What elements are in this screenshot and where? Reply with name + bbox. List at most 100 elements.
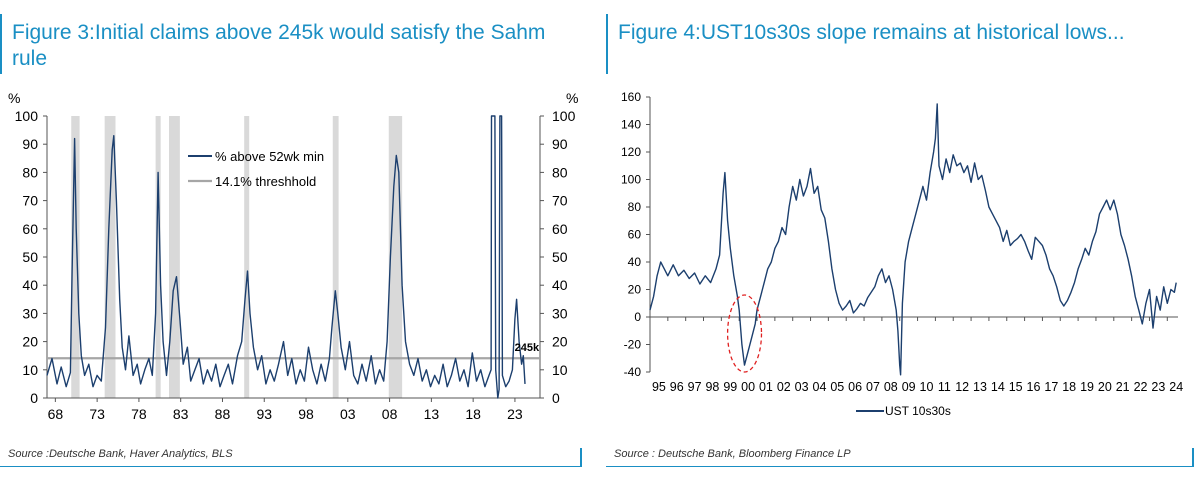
title-accent-bar bbox=[0, 14, 2, 74]
x-tick-label-21: 21 bbox=[1116, 380, 1130, 394]
legend-label-series: % above 52wk min bbox=[215, 149, 324, 164]
y-tick-label-left-60: 60 bbox=[22, 221, 38, 237]
x-tick-label-78: 78 bbox=[131, 406, 147, 422]
y-tick-label-right-80: 80 bbox=[552, 164, 568, 180]
x-tick-label-16: 16 bbox=[1027, 380, 1041, 394]
x-tick-label-08: 08 bbox=[382, 406, 398, 422]
x-tick-label-23: 23 bbox=[507, 406, 523, 422]
y-tick-label-left-70: 70 bbox=[22, 193, 38, 209]
y-tick-label--20: -20 bbox=[624, 338, 642, 352]
y-unit-right: % bbox=[566, 90, 578, 106]
y-tick-label-20: 20 bbox=[628, 283, 642, 297]
x-tick-label-98: 98 bbox=[298, 406, 314, 422]
y-tick-label-left-100: 100 bbox=[15, 108, 39, 124]
y-tick-label-80: 80 bbox=[628, 200, 642, 214]
x-tick-label-05: 05 bbox=[830, 380, 844, 394]
figure-4-bottom-tick bbox=[1192, 448, 1194, 467]
series-line-ust-10s30s bbox=[649, 103, 1177, 376]
recession-band-0 bbox=[71, 116, 80, 398]
series-line-pct-above-52wk-min bbox=[46, 115, 526, 399]
x-tick-label-22: 22 bbox=[1134, 380, 1148, 394]
x-tick-label-99: 99 bbox=[723, 380, 737, 394]
y-tick-label-left-0: 0 bbox=[30, 390, 38, 406]
figure-4-title: Figure 4:UST10s30s slope remains at hist… bbox=[618, 21, 1125, 44]
y-tick-label-100: 100 bbox=[621, 173, 641, 187]
x-tick-label-07: 07 bbox=[866, 380, 880, 394]
figure-3-source: Source :Deutsche Bank, Haver Analytics, … bbox=[8, 448, 233, 460]
y-tick-label-left-40: 40 bbox=[22, 277, 38, 293]
x-tick-label-24: 24 bbox=[1169, 380, 1183, 394]
y-tick-label-right-0: 0 bbox=[552, 390, 560, 406]
figure-4-panel: Figure 4:UST10s30s slope remains at hist… bbox=[606, 0, 1198, 480]
x-tick-label-10: 10 bbox=[920, 380, 934, 394]
x-tick-label-15: 15 bbox=[1009, 380, 1023, 394]
figure-3-bottom-tick bbox=[580, 448, 582, 467]
x-tick-label-06: 06 bbox=[848, 380, 862, 394]
y-tick-label-right-10: 10 bbox=[552, 362, 568, 378]
x-tick-label-97: 97 bbox=[688, 380, 702, 394]
y-tick-label-140: 140 bbox=[621, 118, 641, 132]
x-tick-label-13: 13 bbox=[973, 380, 987, 394]
recession-band-5 bbox=[332, 116, 339, 398]
y-tick-label-left-10: 10 bbox=[22, 362, 38, 378]
x-tick-label-68: 68 bbox=[48, 406, 64, 422]
x-tick-label-96: 96 bbox=[670, 380, 684, 394]
y-tick-label-left-50: 50 bbox=[22, 249, 38, 265]
initial-claims-chart: 0 0 10 10 20 20 30 30 40 40 50 50 60 60 70 70 80 80 90 90 10… bbox=[8, 90, 578, 422]
y-tick-label-right-90: 90 bbox=[552, 136, 568, 152]
legend-label-series: UST 10s30s bbox=[885, 404, 951, 418]
x-tick-label-18: 18 bbox=[1062, 380, 1076, 394]
y-tick-label-right-40: 40 bbox=[552, 277, 568, 293]
recession-band-2 bbox=[155, 116, 161, 398]
y-tick-label-0: 0 bbox=[634, 310, 641, 324]
y-tick-label-right-60: 60 bbox=[552, 221, 568, 237]
figure-4-source: Source : Deutsche Bank, Bloomberg Financ… bbox=[614, 448, 851, 460]
y-tick-label-right-50: 50 bbox=[552, 249, 568, 265]
y-tick-label-160: 160 bbox=[621, 90, 641, 104]
x-tick-label-98: 98 bbox=[705, 380, 719, 394]
x-tick-label-13: 13 bbox=[424, 406, 440, 422]
y-unit-left: % bbox=[8, 90, 20, 106]
x-tick-label-03: 03 bbox=[340, 406, 356, 422]
figure-3-panel: Figure 3:Initial claims above 245k would… bbox=[0, 0, 590, 480]
x-tick-label-00: 00 bbox=[741, 380, 755, 394]
x-tick-label-19: 19 bbox=[1080, 380, 1094, 394]
x-tick-label-20: 20 bbox=[1098, 380, 1112, 394]
x-tick-label-01: 01 bbox=[759, 380, 773, 394]
x-tick-label-83: 83 bbox=[173, 406, 189, 422]
x-tick-label-95: 95 bbox=[652, 380, 666, 394]
annotation-245k: 245k bbox=[515, 342, 540, 354]
y-tick-label-60: 60 bbox=[628, 228, 642, 242]
x-tick-label-11: 11 bbox=[938, 380, 951, 394]
y-tick-label-40: 40 bbox=[628, 255, 642, 269]
highlight-circle bbox=[726, 294, 763, 373]
y-tick-label-left-80: 80 bbox=[22, 164, 38, 180]
recession-band-4 bbox=[244, 116, 250, 398]
figure-3-title: Figure 3:Initial claims above 245k would… bbox=[12, 21, 546, 70]
y-tick-label--40: -40 bbox=[624, 365, 642, 379]
y-tick-label-right-100: 100 bbox=[552, 108, 576, 124]
x-tick-label-73: 73 bbox=[89, 406, 105, 422]
y-tick-label-left-30: 30 bbox=[22, 305, 38, 321]
x-tick-label-23: 23 bbox=[1151, 380, 1165, 394]
x-tick-label-03: 03 bbox=[795, 380, 809, 394]
y-tick-label-120: 120 bbox=[621, 145, 641, 159]
legend-label-threshold: 14.1% threshhold bbox=[215, 174, 316, 189]
recession-band-1 bbox=[104, 116, 116, 398]
x-tick-label-93: 93 bbox=[256, 406, 272, 422]
x-tick-label-04: 04 bbox=[813, 380, 827, 394]
y-tick-label-right-70: 70 bbox=[552, 193, 568, 209]
x-tick-label-14: 14 bbox=[991, 380, 1005, 394]
figure-3-bottom-rule bbox=[0, 466, 582, 467]
y-tick-label-left-90: 90 bbox=[22, 136, 38, 152]
x-tick-label-18: 18 bbox=[465, 406, 481, 422]
x-tick-label-17: 17 bbox=[1044, 380, 1058, 394]
y-tick-label-left-20: 20 bbox=[22, 334, 38, 350]
x-tick-label-02: 02 bbox=[777, 380, 791, 394]
figure-4-bottom-rule bbox=[606, 466, 1194, 467]
y-tick-label-right-30: 30 bbox=[552, 305, 568, 321]
x-tick-label-88: 88 bbox=[215, 406, 231, 422]
y-tick-label-right-20: 20 bbox=[552, 334, 568, 350]
recession-band-3 bbox=[168, 116, 180, 398]
